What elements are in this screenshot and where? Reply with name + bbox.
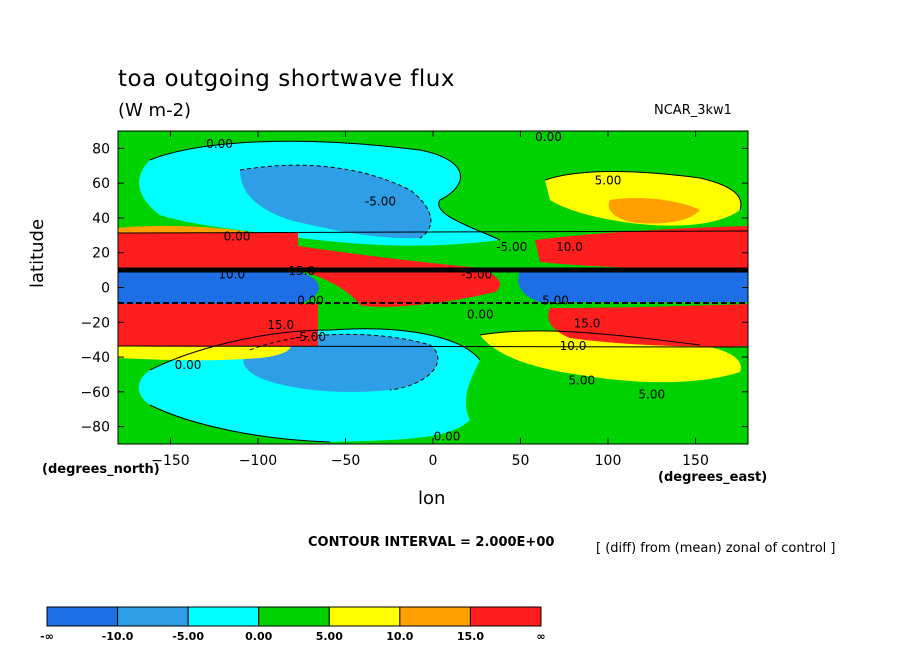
contour-label: 10.0 bbox=[218, 268, 245, 282]
equatorial-blue-west bbox=[118, 272, 319, 304]
contour-label: 0.00 bbox=[535, 130, 562, 144]
y-tick-label: −60 bbox=[80, 385, 110, 401]
chart-units: (W m-2) bbox=[118, 100, 192, 121]
colorbar-label: 10.0 bbox=[386, 630, 413, 643]
contour-label: 15.0 bbox=[574, 316, 601, 330]
colorbar-label: 5.00 bbox=[316, 630, 343, 643]
contour-line bbox=[479, 330, 701, 346]
contour-label: -5.00 bbox=[365, 195, 396, 209]
contour-line bbox=[544, 171, 742, 211]
contour-line bbox=[149, 328, 481, 371]
contour-label: 0.00 bbox=[467, 308, 494, 322]
y-tick-label: −20 bbox=[80, 315, 110, 331]
colorbar: -∞ -10.0 -5.00 0.00 5.00 10.0 15.0 ∞ bbox=[40, 606, 546, 643]
south-red-band-west bbox=[118, 304, 318, 346]
difference-note: [ (diff) from (mean) zonal of control ] bbox=[596, 541, 836, 556]
contour-label: 10.0 bbox=[560, 339, 587, 353]
colorbar-label: 15.0 bbox=[457, 630, 484, 643]
contour-label: 15.0 bbox=[288, 264, 315, 278]
contour-label: 10.0 bbox=[556, 240, 583, 254]
colorbar-label: -∞ bbox=[40, 630, 54, 643]
x-tick-label: −150 bbox=[151, 453, 189, 469]
colorbar-label: -5.00 bbox=[172, 630, 204, 643]
contour-label: 0.00 bbox=[224, 229, 251, 243]
x-tick-label: 0 bbox=[429, 453, 438, 469]
colorbar-label: ∞ bbox=[536, 630, 545, 643]
contour-labels: 0.00 0.00 5.00 -5.00 0.00 -5.00 10.0 15.0 10.0 -5… bbox=[175, 130, 665, 443]
x-tick-label: 100 bbox=[595, 453, 622, 469]
contour-label: 0.00 bbox=[434, 429, 461, 443]
contour-label: -5.00 bbox=[496, 240, 527, 254]
contour-line bbox=[149, 404, 331, 443]
colorbar-swatch bbox=[117, 606, 189, 627]
colorbar-swatch bbox=[399, 606, 471, 627]
contour-line bbox=[149, 140, 501, 241]
south-red-band-east bbox=[548, 304, 748, 347]
y-axis-units: (degrees_north) bbox=[42, 462, 160, 477]
ne-orange-region bbox=[608, 198, 700, 224]
contour-label: 5.00 bbox=[542, 294, 569, 308]
contour-label: 0.00 bbox=[297, 294, 324, 308]
contour-line bbox=[118, 230, 748, 234]
y-tick-label: 20 bbox=[92, 246, 110, 262]
north-red-band-center bbox=[298, 246, 500, 307]
colorbar-swatch bbox=[328, 606, 401, 627]
y-tick-label: −40 bbox=[80, 350, 110, 366]
colorbar-swatch bbox=[258, 606, 330, 627]
y-tick-label: 0 bbox=[101, 281, 110, 297]
contour-label: -5.00 bbox=[295, 330, 326, 344]
x-tick-label: −50 bbox=[331, 453, 361, 469]
contour-label: -5.00 bbox=[461, 268, 492, 282]
north-red-band-west bbox=[118, 233, 298, 270]
contour-line bbox=[239, 164, 432, 239]
colorbar-label: 0.00 bbox=[245, 630, 272, 643]
y-tick-label: −80 bbox=[80, 420, 110, 436]
contour-label: 5.00 bbox=[595, 174, 622, 188]
y-tick-label: 40 bbox=[92, 211, 110, 227]
colorbar-label: -10.0 bbox=[102, 630, 134, 643]
y-tick-label: 80 bbox=[92, 141, 110, 157]
contour-interval: CONTOUR INTERVAL = 2.000E+00 bbox=[308, 535, 555, 550]
x-axis-label: lon bbox=[418, 488, 446, 509]
y-tick-label: 60 bbox=[92, 176, 110, 192]
colorbar-swatch bbox=[469, 606, 542, 627]
x-tick-label: 150 bbox=[682, 453, 709, 469]
equatorial-blue-east bbox=[518, 272, 748, 302]
contour-label: 5.00 bbox=[638, 388, 665, 402]
contour-label: 5.00 bbox=[568, 374, 595, 388]
north-blue-region bbox=[240, 165, 431, 239]
south-blue-region bbox=[243, 334, 438, 392]
contour-lines bbox=[118, 140, 748, 443]
contour-label: 0.00 bbox=[175, 358, 202, 372]
contour-label: 15.0 bbox=[267, 318, 294, 332]
x-tick-label: −100 bbox=[239, 453, 277, 469]
contour-line bbox=[118, 345, 748, 348]
colorbar-swatch bbox=[187, 606, 260, 627]
contour-label: 0.00 bbox=[206, 137, 233, 151]
contour-fields bbox=[118, 131, 748, 444]
north-red-band-east bbox=[535, 226, 748, 269]
x-axis-units: (degrees_east) bbox=[658, 470, 768, 485]
chart-title: toa outgoing shortwave flux bbox=[118, 66, 455, 92]
colorbar-swatch bbox=[46, 606, 119, 627]
model-label: NCAR_3kw1 bbox=[654, 103, 732, 118]
axis-ticks: −150 −100 −50 0 50 100 150 80 60 40 20 0 −20 −40 −60 −8… bbox=[80, 131, 748, 469]
x-tick-label: 50 bbox=[512, 453, 530, 469]
contour-line bbox=[249, 333, 439, 391]
